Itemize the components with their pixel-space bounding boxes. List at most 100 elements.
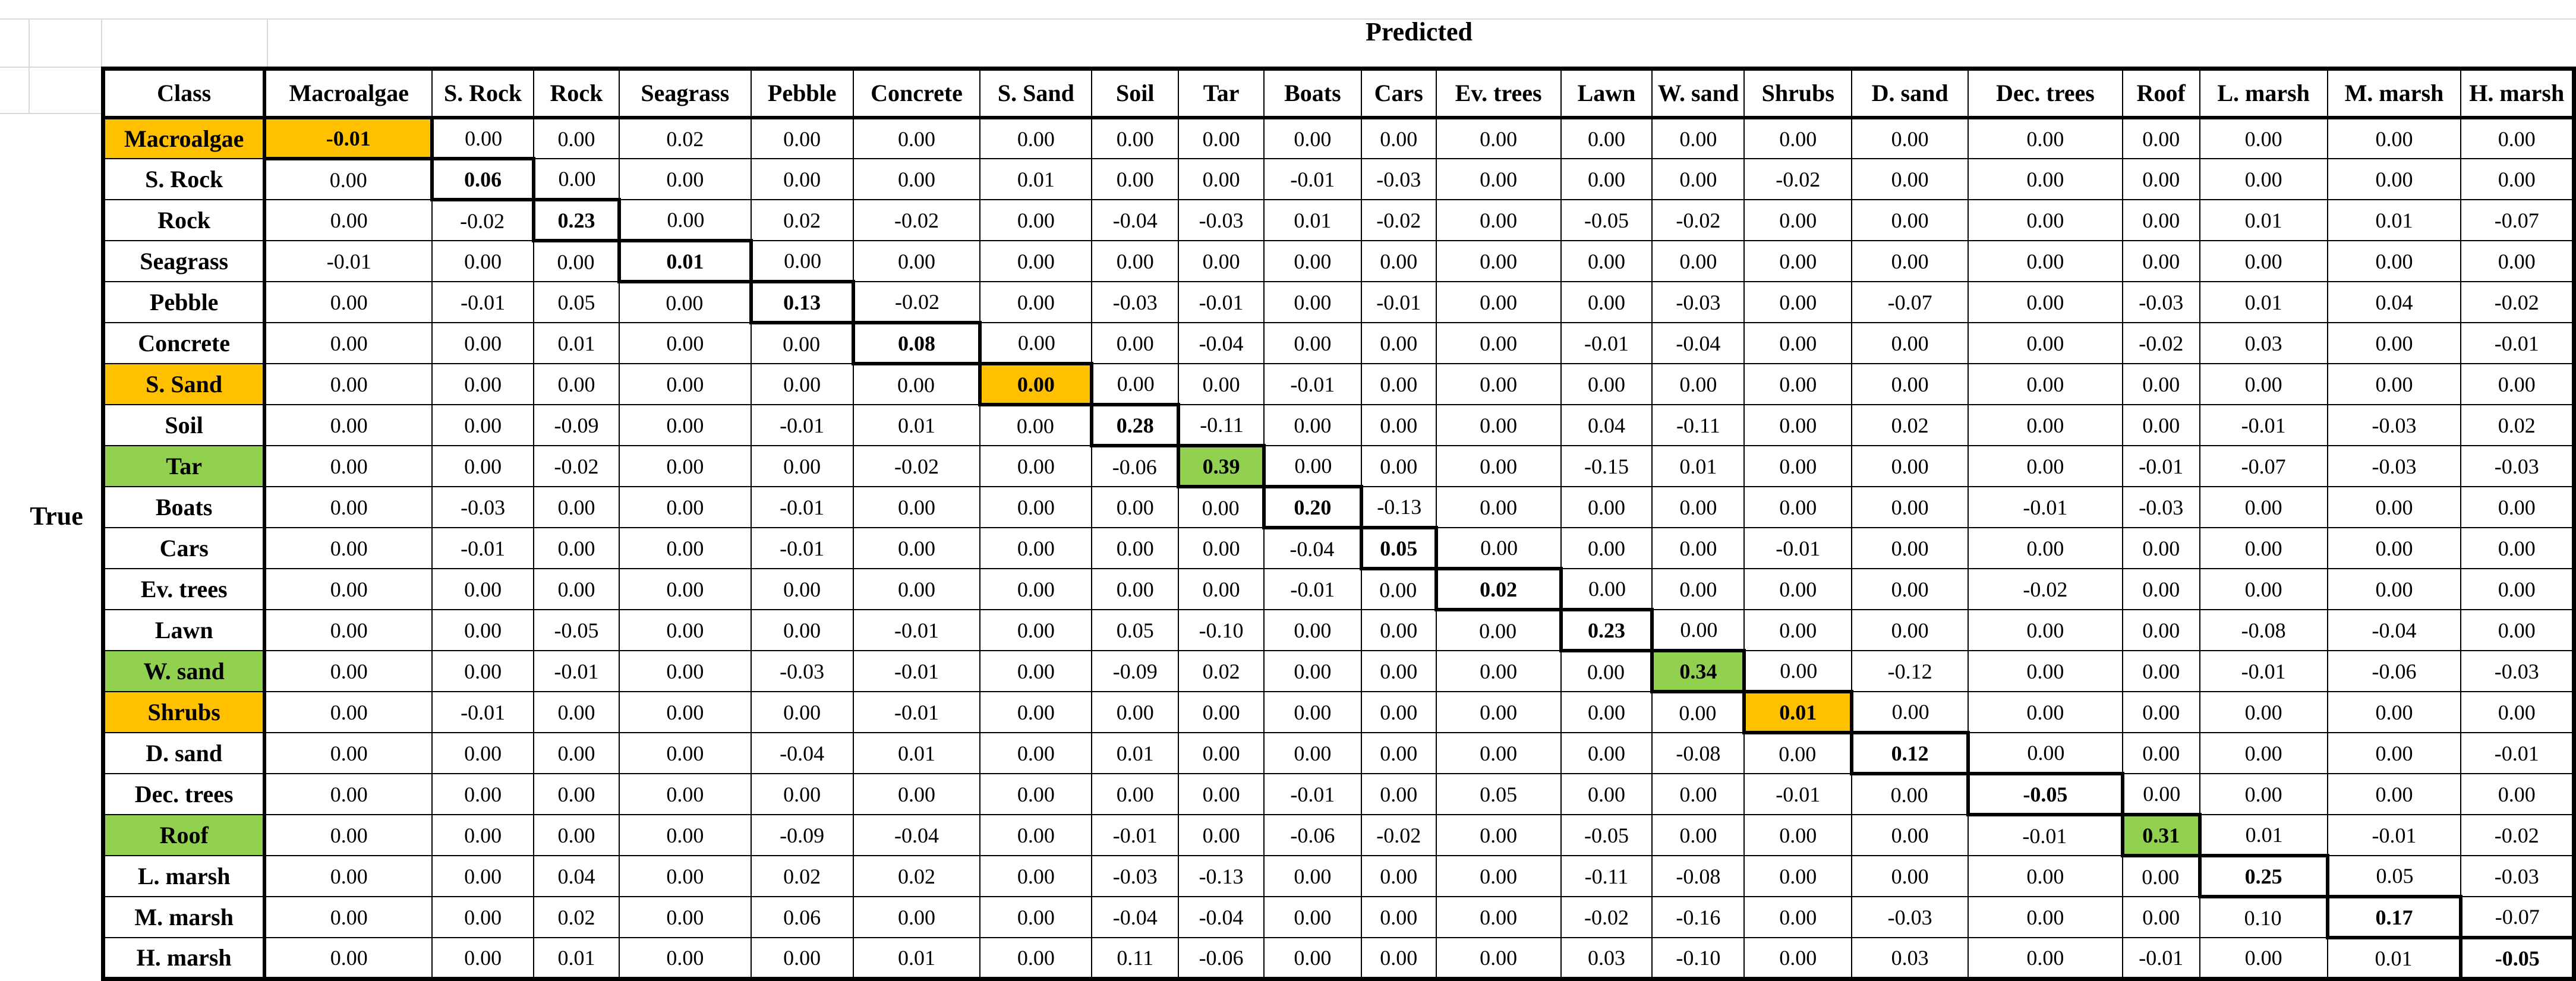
- cell-s-sand-ev-trees[interactable]: 0.00: [1435, 363, 1562, 405]
- row-header-shrubs[interactable]: Shrubs: [102, 691, 267, 733]
- cell-w-sand-macroalgae[interactable]: 0.00: [264, 650, 433, 692]
- cell-shrubs-concrete[interactable]: -0.01: [852, 691, 981, 733]
- cell-l-marsh-concrete[interactable]: 0.02: [852, 855, 981, 897]
- cell-tar-m-marsh[interactable]: -0.03: [2326, 445, 2462, 487]
- cell-s-sand-w-sand[interactable]: 0.00: [1651, 363, 1745, 405]
- cell-lawn-soil[interactable]: 0.05: [1091, 609, 1180, 651]
- cell-boats-d-sand[interactable]: 0.00: [1851, 486, 1969, 528]
- cell-rock-concrete[interactable]: -0.02: [852, 199, 981, 241]
- cell-h-marsh-d-sand[interactable]: 0.03: [1851, 937, 1969, 980]
- cell-shrubs-tar[interactable]: 0.00: [1178, 691, 1265, 733]
- cell-w-sand-rock[interactable]: -0.01: [533, 650, 620, 692]
- cell-lawn-tar[interactable]: -0.10: [1178, 609, 1265, 651]
- cell-l-marsh-seagrass[interactable]: 0.00: [618, 855, 752, 897]
- cell-m-marsh-lawn[interactable]: -0.02: [1560, 896, 1653, 938]
- cell-m-marsh-ev-trees[interactable]: 0.00: [1435, 896, 1562, 938]
- cell-lawn-dec-trees[interactable]: 0.00: [1968, 609, 2123, 651]
- cell-lawn-h-marsh[interactable]: 0.00: [2460, 609, 2575, 651]
- cell-m-marsh-dec-trees[interactable]: 0.00: [1968, 896, 2123, 938]
- cell-dec-trees-w-sand[interactable]: 0.00: [1651, 773, 1745, 815]
- cell-concrete-lawn[interactable]: -0.01: [1560, 322, 1653, 364]
- cell-boats-lawn[interactable]: 0.00: [1560, 486, 1653, 528]
- cell-w-sand-boats[interactable]: 0.00: [1263, 650, 1362, 692]
- cell-s-rock-d-sand[interactable]: 0.00: [1851, 158, 1969, 200]
- cell-rock-roof[interactable]: 0.00: [2121, 199, 2200, 241]
- cell-pebble-boats[interactable]: 0.00: [1263, 281, 1362, 323]
- cell-shrubs-shrubs[interactable]: 0.01: [1742, 690, 1854, 734]
- cell-tar-seagrass[interactable]: 0.00: [618, 445, 752, 487]
- cell-rock-pebble[interactable]: 0.02: [750, 199, 854, 241]
- cell-d-sand-ev-trees[interactable]: 0.00: [1435, 732, 1562, 774]
- cell-s-rock-ev-trees[interactable]: 0.00: [1435, 158, 1562, 200]
- cell-lawn-w-sand[interactable]: 0.00: [1651, 609, 1745, 651]
- cell-macroalgae-lawn[interactable]: 0.00: [1560, 117, 1653, 159]
- cell-soil-d-sand[interactable]: 0.02: [1851, 404, 1969, 446]
- cell-pebble-soil[interactable]: -0.03: [1091, 281, 1180, 323]
- cell-tar-rock[interactable]: -0.02: [533, 445, 620, 487]
- cell-shrubs-seagrass[interactable]: 0.00: [618, 691, 752, 733]
- cell-dec-trees-soil[interactable]: 0.00: [1091, 773, 1180, 815]
- cell-pebble-w-sand[interactable]: -0.03: [1651, 281, 1745, 323]
- cell-w-sand-concrete[interactable]: -0.01: [852, 650, 981, 692]
- cell-soil-shrubs[interactable]: 0.00: [1743, 404, 1853, 446]
- cell-l-marsh-lawn[interactable]: -0.11: [1560, 855, 1653, 897]
- cell-tar-s-rock[interactable]: 0.00: [431, 445, 535, 487]
- cell-h-marsh-pebble[interactable]: 0.00: [750, 937, 854, 980]
- cell-w-sand-soil[interactable]: -0.09: [1091, 650, 1180, 692]
- cell-soil-m-marsh[interactable]: -0.03: [2326, 404, 2462, 446]
- cell-d-sand-seagrass[interactable]: 0.00: [618, 732, 752, 774]
- cell-dec-trees-pebble[interactable]: 0.00: [750, 773, 854, 815]
- cell-macroalgae-ev-trees[interactable]: 0.00: [1435, 117, 1562, 159]
- row-header-w-sand[interactable]: W. sand: [102, 650, 267, 692]
- cell-h-marsh-macroalgae[interactable]: 0.00: [264, 937, 433, 980]
- col-header-seagrass[interactable]: Seagrass: [618, 68, 752, 119]
- cell-macroalgae-soil[interactable]: 0.00: [1091, 117, 1180, 159]
- cell-dec-trees-d-sand[interactable]: 0.00: [1851, 773, 1969, 815]
- cell-d-sand-dec-trees[interactable]: 0.00: [1968, 732, 2123, 774]
- cell-m-marsh-tar[interactable]: -0.04: [1178, 896, 1265, 938]
- cell-tar-tar[interactable]: 0.39: [1177, 444, 1266, 488]
- cell-boats-shrubs[interactable]: 0.00: [1743, 486, 1853, 528]
- cell-seagrass-lawn[interactable]: 0.00: [1560, 240, 1653, 282]
- cell-d-sand-l-marsh[interactable]: 0.00: [2199, 732, 2328, 774]
- cell-soil-h-marsh[interactable]: 0.02: [2460, 404, 2575, 446]
- cell-s-rock-soil[interactable]: 0.00: [1091, 158, 1180, 200]
- cell-boats-w-sand[interactable]: 0.00: [1651, 486, 1745, 528]
- cell-concrete-m-marsh[interactable]: 0.00: [2326, 322, 2462, 364]
- cell-s-sand-h-marsh[interactable]: 0.00: [2460, 363, 2575, 405]
- cell-s-sand-m-marsh[interactable]: 0.00: [2326, 363, 2462, 405]
- cell-concrete-pebble[interactable]: 0.00: [750, 322, 854, 364]
- cell-dec-trees-shrubs[interactable]: -0.01: [1743, 773, 1853, 815]
- cell-ev-trees-w-sand[interactable]: 0.00: [1651, 568, 1745, 610]
- cell-shrubs-l-marsh[interactable]: 0.00: [2199, 691, 2328, 733]
- cell-pebble-shrubs[interactable]: 0.00: [1743, 281, 1853, 323]
- cell-roof-h-marsh[interactable]: -0.02: [2460, 814, 2575, 856]
- cell-s-sand-seagrass[interactable]: 0.00: [618, 363, 752, 405]
- cell-lawn-rock[interactable]: -0.05: [533, 609, 620, 651]
- cell-soil-l-marsh[interactable]: -0.01: [2199, 404, 2328, 446]
- cell-cars-seagrass[interactable]: 0.00: [618, 527, 752, 569]
- cell-pebble-concrete[interactable]: -0.02: [852, 281, 981, 323]
- col-header-roof[interactable]: Roof: [2121, 68, 2200, 119]
- cell-pebble-seagrass[interactable]: 0.00: [618, 281, 752, 323]
- cell-rock-shrubs[interactable]: 0.00: [1743, 199, 1853, 241]
- cell-rock-tar[interactable]: -0.03: [1178, 199, 1265, 241]
- cell-ev-trees-s-sand[interactable]: 0.00: [979, 568, 1093, 610]
- cell-s-rock-macroalgae[interactable]: 0.00: [264, 158, 433, 200]
- cell-rock-macroalgae[interactable]: 0.00: [264, 199, 433, 241]
- cell-s-rock-shrubs[interactable]: -0.02: [1743, 158, 1853, 200]
- cell-cars-soil[interactable]: 0.00: [1091, 527, 1180, 569]
- cell-roof-rock[interactable]: 0.00: [533, 814, 620, 856]
- cell-d-sand-s-sand[interactable]: 0.00: [979, 732, 1093, 774]
- cell-roof-soil[interactable]: -0.01: [1091, 814, 1180, 856]
- cell-concrete-dec-trees[interactable]: 0.00: [1968, 322, 2123, 364]
- cell-dec-trees-concrete[interactable]: 0.00: [852, 773, 981, 815]
- cell-boats-l-marsh[interactable]: 0.00: [2199, 486, 2328, 528]
- cell-roof-ev-trees[interactable]: 0.00: [1435, 814, 1562, 856]
- cell-s-sand-lawn[interactable]: 0.00: [1560, 363, 1653, 405]
- cell-d-sand-cars[interactable]: 0.00: [1360, 732, 1437, 774]
- cell-shrubs-macroalgae[interactable]: 0.00: [264, 691, 433, 733]
- cell-macroalgae-s-sand[interactable]: 0.00: [979, 117, 1093, 159]
- cell-pebble-ev-trees[interactable]: 0.00: [1435, 281, 1562, 323]
- cell-macroalgae-rock[interactable]: 0.00: [533, 117, 620, 159]
